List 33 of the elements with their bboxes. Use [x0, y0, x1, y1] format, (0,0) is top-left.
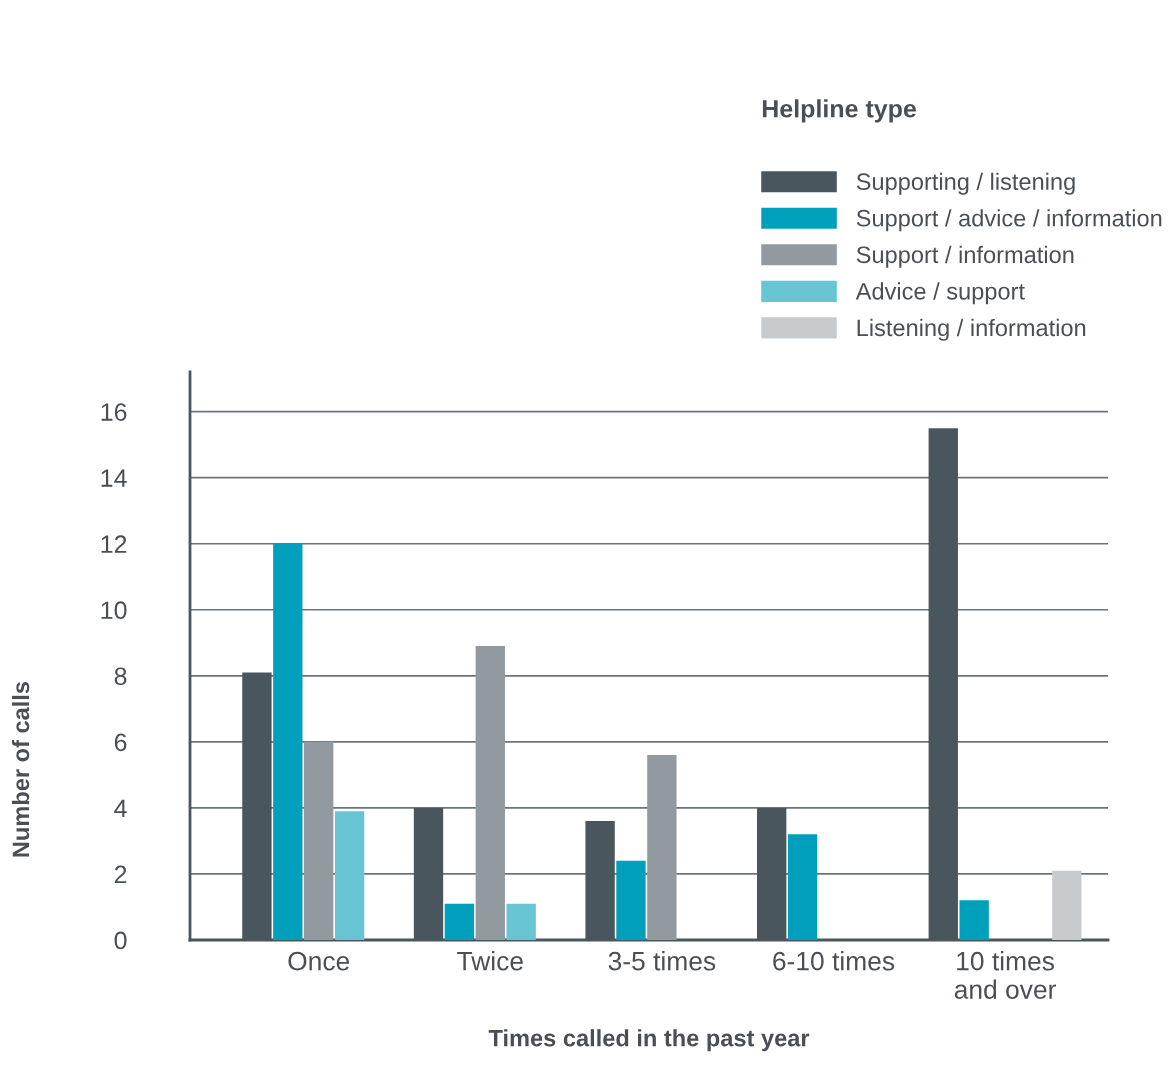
- legend-label: Advice / support: [855, 282, 1025, 305]
- bar: [959, 900, 989, 940]
- y-tick-label: 4: [114, 799, 127, 817]
- bar: [506, 903, 536, 940]
- y-tick-label: 6: [114, 733, 127, 752]
- legend-label: Support / advice / information: [856, 209, 1162, 232]
- x-tick-label: 10 times and over: [954, 951, 1056, 999]
- legend-title: Helpline type: [762, 99, 916, 123]
- y-tick-label: 14: [101, 469, 127, 487]
- legend-label: Supporting / listening: [856, 172, 1075, 195]
- y-tick-label: 16: [101, 403, 127, 421]
- x-axis-title: Times called in the past year: [488, 1029, 810, 1052]
- bar: [444, 903, 475, 940]
- y-tick-label: 12: [101, 535, 127, 553]
- bar: [475, 646, 505, 940]
- bar: [616, 860, 646, 940]
- bar: [787, 834, 818, 940]
- bar: [334, 811, 365, 940]
- legend-label: Listening / information: [857, 318, 1086, 341]
- y-tick-label: 8: [114, 667, 127, 686]
- bar: [1052, 870, 1082, 940]
- y-tick-label: 2: [114, 865, 127, 884]
- y-tick-label: 0: [114, 931, 127, 950]
- bar: [647, 755, 677, 940]
- bar: [273, 543, 303, 940]
- x-tick-label: 6-10 times: [773, 951, 895, 971]
- y-tick-label: 10: [101, 601, 127, 620]
- legend-label: Support / information: [856, 245, 1074, 268]
- x-tick-label: 3-5 times: [608, 951, 716, 971]
- x-tick-label: Twice: [457, 951, 523, 971]
- x-tick-label: Once: [288, 951, 350, 971]
- bar: [304, 741, 334, 940]
- y-axis-title: Number of calls: [11, 682, 30, 857]
